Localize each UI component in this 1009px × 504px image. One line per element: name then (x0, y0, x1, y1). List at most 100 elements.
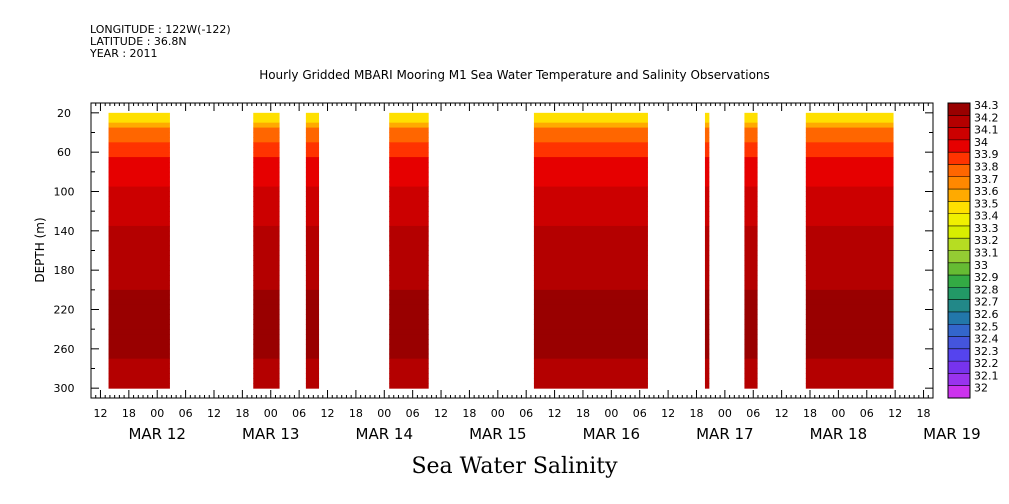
salinity-cell (533, 171, 648, 178)
salinity-cell (305, 368, 320, 374)
salinity-cell (389, 358, 429, 365)
x-day-label: MAR 18 (810, 425, 867, 443)
legend-label: 32.4 (974, 333, 999, 346)
salinity-cell (533, 363, 648, 369)
salinity-cell (704, 142, 710, 148)
salinity-cell (108, 339, 170, 345)
salinity-cell (305, 314, 320, 320)
salinity-cell (805, 334, 894, 340)
salinity-cell (704, 280, 710, 286)
salinity-cell (108, 147, 170, 153)
salinity-cell (744, 289, 758, 296)
y-tick-label: 260 (54, 343, 75, 356)
salinity-cell (805, 329, 894, 335)
salinity-cell (805, 196, 894, 202)
salinity-cell (533, 211, 648, 217)
salinity-cell (704, 127, 710, 133)
salinity-cell (305, 304, 320, 310)
salinity-cell (108, 112, 170, 119)
salinity-cell (108, 196, 170, 202)
legend-label: 34.1 (974, 124, 999, 137)
x-tick-label: 18 (917, 407, 931, 420)
salinity-cell (704, 324, 710, 330)
salinity-cell (744, 245, 758, 251)
salinity-cell (744, 225, 758, 232)
salinity-cell (805, 181, 894, 188)
salinity-cell (704, 358, 710, 365)
salinity-cell (305, 275, 320, 281)
salinity-cell (704, 319, 710, 325)
salinity-cell (744, 348, 758, 355)
salinity-cell (305, 216, 320, 222)
salinity-cell (389, 314, 429, 320)
salinity-cell (533, 348, 648, 355)
salinity-cell (253, 186, 280, 192)
salinity-cell (805, 112, 894, 119)
salinity-cell (805, 152, 894, 158)
salinity-cell (744, 117, 758, 124)
salinity-cell (805, 147, 894, 153)
legend-label: 32 (974, 382, 988, 395)
salinity-cell (389, 339, 429, 345)
salinity-cell (305, 211, 320, 217)
salinity-cell (389, 348, 429, 355)
salinity-cell (805, 132, 894, 138)
salinity-cell (533, 127, 648, 133)
salinity-cell (704, 289, 710, 296)
salinity-cell (533, 221, 648, 227)
salinity-cell (744, 171, 758, 178)
y-tick-label: 100 (54, 186, 75, 199)
salinity-cell (108, 284, 170, 291)
salinity-cell (533, 255, 648, 261)
salinity-cell (305, 245, 320, 251)
x-tick-label: 12 (888, 407, 902, 420)
salinity-cell (305, 206, 320, 212)
salinity-cell (744, 280, 758, 286)
y-tick-label: 300 (54, 382, 75, 395)
salinity-cell (389, 304, 429, 310)
salinity-cell (108, 343, 170, 350)
x-tick-label: 12 (775, 407, 789, 420)
salinity-cell (805, 378, 894, 384)
legend-label: 33.8 (974, 160, 999, 173)
x-day-label: MAR 12 (128, 425, 185, 443)
salinity-cell (744, 265, 758, 271)
salinity-cell (305, 181, 320, 188)
salinity-cell (533, 235, 648, 242)
salinity-cell (533, 280, 648, 286)
salinity-cell (108, 314, 170, 320)
salinity-cell (744, 176, 758, 183)
salinity-cell (305, 299, 320, 306)
salinity-cell (389, 270, 429, 276)
salinity-cell (108, 260, 170, 266)
salinity-cell (533, 122, 648, 129)
salinity-cell (704, 117, 710, 124)
salinity-cell (305, 147, 320, 153)
salinity-cell (805, 235, 894, 242)
legend-swatch (948, 275, 970, 288)
salinity-cell (744, 152, 758, 158)
salinity-cell (305, 358, 320, 365)
salinity-cell (305, 196, 320, 202)
salinity-cell (389, 353, 429, 360)
x-tick-label: 12 (93, 407, 107, 420)
salinity-cell (108, 206, 170, 212)
salinity-cell (389, 240, 429, 247)
salinity-cell (253, 122, 280, 129)
salinity-cell (744, 201, 758, 207)
salinity-cell (108, 240, 170, 247)
salinity-cell (744, 275, 758, 281)
salinity-cell (389, 147, 429, 153)
salinity-cell (305, 221, 320, 227)
salinity-cell (389, 191, 429, 197)
salinity-cell (533, 142, 648, 148)
salinity-cell (305, 265, 320, 271)
legend-label: 32.1 (974, 369, 999, 382)
salinity-cell (389, 260, 429, 266)
salinity-cell (744, 181, 758, 188)
salinity-cell (704, 255, 710, 261)
salinity-cell (744, 127, 758, 133)
legend-frame (947, 102, 971, 399)
salinity-cell (253, 334, 280, 340)
legend-label: 33.9 (974, 148, 999, 161)
